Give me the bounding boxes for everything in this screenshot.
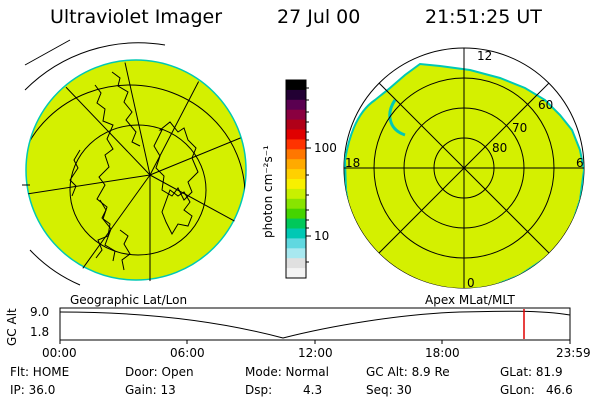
color-bar-segment [286, 129, 306, 140]
color-bar-segment [286, 99, 306, 111]
status-glon-value: 46.6 [546, 383, 573, 397]
colorbar-tick-10: 10 [314, 229, 330, 243]
mlt-label-12: 12 [477, 49, 493, 63]
left-image-fill [25, 59, 247, 281]
altitude-xtick-2359: 23:59 [556, 346, 591, 360]
color-bar-segment [286, 188, 306, 200]
color-bar-segment [286, 119, 306, 130]
geographic-map [22, 39, 247, 286]
color-bar-segment [286, 268, 306, 279]
color-bar-segment [286, 169, 306, 180]
color-bar-segment [286, 139, 306, 150]
status-dsp-value: 4.3 [303, 383, 323, 397]
color-bar-segment [286, 89, 306, 101]
status-seq: Seq: 30 [366, 383, 412, 397]
color-bar-segment [286, 218, 306, 229]
color-bar-segment [286, 208, 306, 220]
header-time: 21:51:25 UT [425, 6, 542, 28]
status-ip: IP: 36.0 [10, 383, 56, 397]
mlt-label-18: 18 [345, 156, 361, 170]
status-dsp-label: Dsp: [245, 383, 273, 397]
status-gc-alt: GC Alt: 8.9 Re [366, 365, 450, 379]
color-bar-segment [286, 109, 306, 121]
color-bar-segment [286, 149, 306, 160]
header-date: 27 Jul 00 [277, 6, 361, 28]
color-bar-segment [286, 159, 306, 170]
mlat-label-60: 60 [538, 98, 554, 112]
mlt-label-6: 6 [576, 156, 584, 170]
status-mode: Mode: Normal [245, 365, 329, 379]
altitude-xtick-0000: 00:00 [42, 346, 77, 360]
altitude-ylabel: GC Alt [5, 308, 19, 346]
colorbar-tick-100: 100 [314, 141, 337, 155]
right-map-caption: Apex MLat/MLT [425, 293, 515, 307]
color-bar-segment [286, 80, 306, 91]
app-title: Ultraviolet Imager [50, 6, 223, 28]
mlt-label-0: 0 [467, 276, 475, 290]
color-bar-segment [286, 248, 306, 259]
altitude-xtick-1200: 12:00 [298, 346, 333, 360]
colorbar-unit-label: photon cm⁻²s⁻¹ [261, 145, 275, 238]
altitude-ytick-high: 9.0 [30, 305, 50, 319]
status-door: Door: Open [125, 365, 194, 379]
color-bar-segment [286, 198, 306, 210]
altitude-ytick-low: 1.8 [30, 325, 50, 339]
altitude-curve [59, 310, 571, 339]
color-bar-segment [286, 238, 306, 249]
status-gain: Gain: 13 [125, 383, 176, 397]
magnetic-map [343, 47, 585, 289]
status-glat: GLat: 81.9 [500, 365, 563, 379]
altitude-plot [59, 307, 571, 344]
altitude-xtick-1800: 18:00 [425, 346, 460, 360]
mlat-label-80: 80 [492, 141, 508, 155]
status-flt: Flt: HOME [10, 365, 70, 379]
mlat-label-70: 70 [512, 121, 528, 135]
left-map-caption: Geographic Lat/Lon [70, 293, 188, 307]
status-glon-label: GLon: [500, 383, 535, 397]
lat-circle-80 [69, 124, 207, 256]
color-bar-segment [286, 258, 306, 269]
altitude-xtick-0600: 06:00 [170, 346, 205, 360]
color-bar-segment [286, 179, 306, 190]
color-bar-segment [286, 228, 306, 239]
color-bar-frame [285, 79, 307, 279]
color-bar [286, 80, 306, 279]
